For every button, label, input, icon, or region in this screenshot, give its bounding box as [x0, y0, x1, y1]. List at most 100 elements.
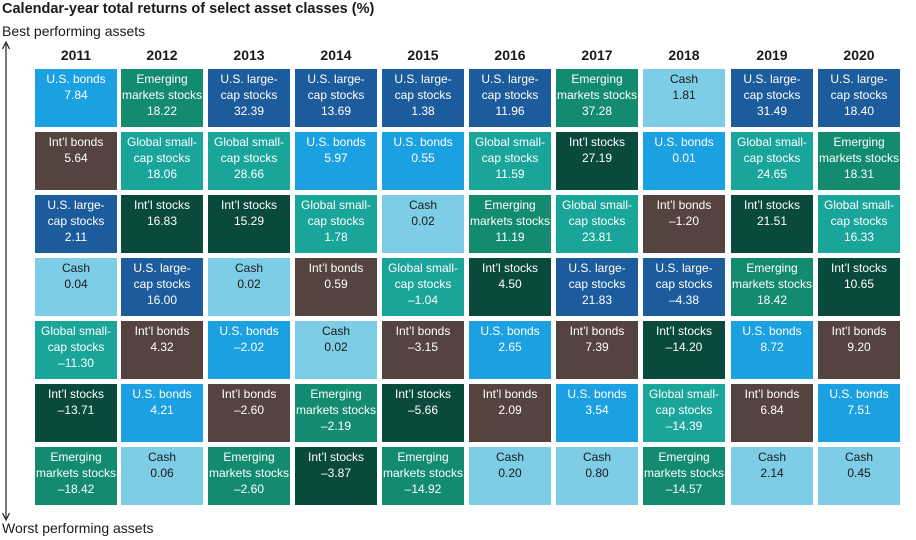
return-value: 10.65 [843, 277, 875, 291]
return-value: 11.19 [495, 230, 525, 244]
asset-name: U.S. large- cap stocks [568, 261, 626, 291]
asset-name: Emerging markets stocks [643, 450, 724, 480]
asset-name: U.S. large- cap stocks [307, 72, 365, 102]
asset-cell: Int’l bonds 7.39 [556, 321, 638, 379]
asset-name: Global small- cap stocks [474, 135, 546, 165]
asset-name: Global small- cap stocks [213, 135, 285, 165]
asset-name: Cash [582, 450, 611, 464]
asset-cell: U.S. large- cap stocks 11.96 [469, 69, 551, 127]
asset-name: Int’l stocks [133, 198, 190, 212]
asset-name: Emerging markets stocks [35, 450, 116, 480]
return-value: 0.02 [324, 340, 348, 354]
return-value: 8.72 [760, 340, 784, 354]
return-value: 1.38 [411, 104, 435, 118]
return-value: 6.84 [760, 403, 784, 417]
asset-cell: Global small- cap stocks 28.66 [208, 132, 290, 190]
asset-cell: U.S. large- cap stocks 21.83 [556, 258, 638, 316]
asset-name: Int’l stocks [47, 387, 104, 401]
asset-cell: U.S. bonds 3.54 [556, 384, 638, 442]
asset-name: Global small- cap stocks [300, 198, 372, 228]
asset-name: Cash [495, 450, 524, 464]
return-value: 0.01 [672, 151, 696, 165]
asset-cell: Int’l stocks 4.50 [469, 258, 551, 316]
return-value: 5.64 [64, 151, 88, 165]
asset-cell: Cash 1.81 [643, 69, 725, 127]
asset-cell: U.S. large- cap stocks 2.11 [35, 195, 117, 253]
asset-name: Int’l bonds [656, 198, 712, 212]
asset-cell: Global small- cap stocks –14.39 [643, 384, 725, 442]
return-value: –1.04 [407, 293, 439, 307]
asset-name: Emerging markets stocks [121, 72, 202, 102]
asset-cell: Emerging markets stocks 18.22 [121, 69, 203, 127]
asset-cell: Int’l stocks 16.83 [121, 195, 203, 253]
asset-name: U.S. bonds [132, 387, 192, 401]
asset-name: U.S. bonds [654, 135, 714, 149]
return-value: 31.49 [756, 104, 788, 118]
asset-cell: U.S. bonds 0.55 [382, 132, 464, 190]
asset-name: U.S. bonds [393, 135, 453, 149]
asset-name: U.S. bonds [742, 324, 802, 338]
asset-cell: Int’l stocks –5.66 [382, 384, 464, 442]
asset-name: Emerging markets stocks [295, 387, 376, 417]
asset-cell: U.S. bonds 0.01 [643, 132, 725, 190]
asset-name: U.S. large- cap stocks [830, 72, 888, 102]
asset-cell: Emerging markets stocks 37.28 [556, 69, 638, 127]
asset-cell: Int’l bonds 6.84 [731, 384, 813, 442]
return-value: 7.51 [847, 403, 871, 417]
return-value: 0.06 [150, 466, 174, 480]
return-value: –13.71 [57, 403, 95, 417]
asset-cell: U.S. bonds 8.72 [731, 321, 813, 379]
return-value: 21.51 [756, 214, 788, 228]
return-value: 7.39 [585, 340, 609, 354]
asset-cell: Cash 0.06 [121, 447, 203, 505]
return-value: 0.55 [411, 151, 435, 165]
asset-name: Int’l stocks [307, 450, 364, 464]
asset-name: U.S. bonds [480, 324, 540, 338]
asset-cell: Int’l bonds –2.60 [208, 384, 290, 442]
return-value: 0.59 [324, 277, 348, 291]
return-value: 23.81 [581, 230, 613, 244]
asset-cell: Emerging markets stocks –14.57 [643, 447, 725, 505]
asset-cell: U.S. large- cap stocks –4.38 [643, 258, 725, 316]
asset-cell: Emerging markets stocks 18.31 [818, 132, 900, 190]
asset-name: Emerging markets stocks [382, 450, 463, 480]
asset-cell: Cash 0.45 [818, 447, 900, 505]
asset-cell: Int’l bonds 0.59 [295, 258, 377, 316]
asset-cell: Int’l stocks 15.29 [208, 195, 290, 253]
asset-name: Int’l bonds [831, 324, 887, 338]
asset-cell: Cash 0.02 [295, 321, 377, 379]
asset-cell: Int’l stocks 10.65 [818, 258, 900, 316]
asset-cell: U.S. large- cap stocks 31.49 [731, 69, 813, 127]
best-performing-label: Best performing assets [2, 23, 146, 39]
asset-name: Int’l bonds [395, 324, 451, 338]
asset-cell: Emerging markets stocks –2.60 [208, 447, 290, 505]
return-value: –11.30 [58, 356, 94, 370]
asset-cell: Int’l stocks –3.87 [295, 447, 377, 505]
asset-cell: Global small- cap stocks 24.65 [731, 132, 813, 190]
return-value: 32.39 [233, 104, 265, 118]
year-label: 2013 [233, 47, 265, 63]
return-value: 16.33 [843, 230, 875, 244]
asset-name: Global small- cap stocks [126, 135, 198, 165]
asset-cell: Emerging markets stocks 11.19 [469, 195, 551, 253]
return-value: 7.84 [64, 88, 88, 102]
asset-name: Global small- cap stocks [736, 135, 808, 165]
asset-cell: Int’l bonds 4.32 [121, 321, 203, 379]
return-value: 5.97 [324, 151, 348, 165]
asset-cell: Int’l stocks –13.71 [35, 384, 117, 442]
asset-name: U.S. bonds [567, 387, 627, 401]
asset-name: Int’l bonds [308, 261, 364, 275]
asset-cell: Emerging markets stocks 18.42 [731, 258, 813, 316]
asset-cell: Cash 0.02 [382, 195, 464, 253]
asset-name: U.S. bonds [306, 135, 366, 149]
asset-name: Int’l bonds [48, 135, 104, 149]
asset-name: Emerging markets stocks [556, 72, 637, 102]
asset-name: U.S. large- cap stocks [481, 72, 539, 102]
return-value: –3.87 [320, 466, 352, 480]
asset-name: Cash [669, 72, 698, 86]
asset-name: U.S. large- cap stocks [655, 261, 713, 291]
asset-cell: U.S. large- cap stocks 18.40 [818, 69, 900, 127]
asset-name: Cash [844, 450, 873, 464]
asset-name: Int’l bonds [134, 324, 190, 338]
return-value: 2.14 [760, 466, 784, 480]
